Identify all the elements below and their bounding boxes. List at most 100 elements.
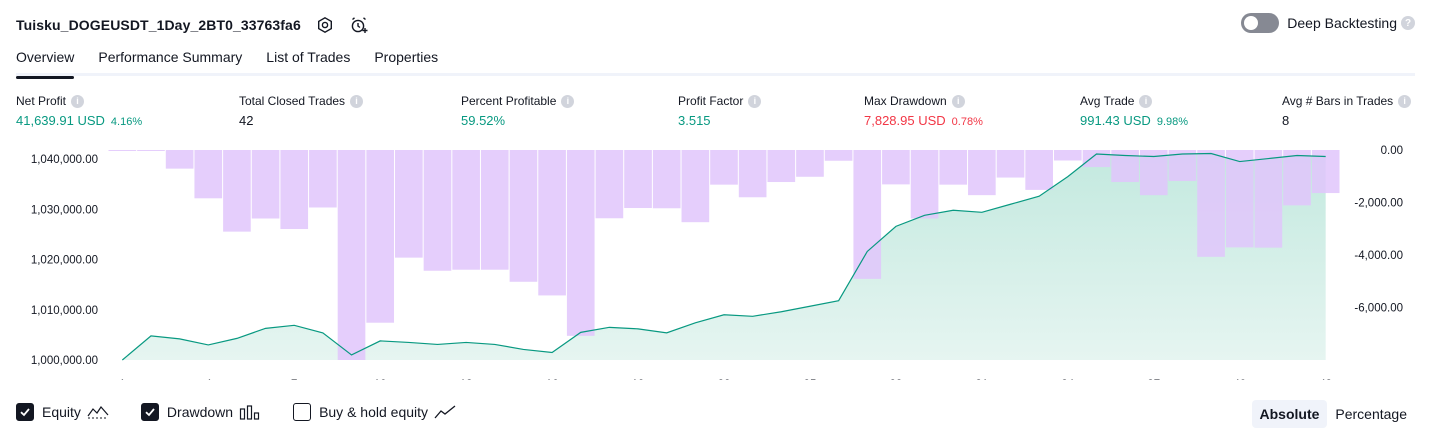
x-axis-tick-label: 43 [1319, 379, 1332, 380]
metric-label: Percent Profitable [461, 94, 557, 108]
drawdown-bar [423, 150, 452, 271]
x-axis-tick-label: 16 [546, 379, 559, 380]
buy-hold-checkbox[interactable] [293, 403, 312, 421]
metric-label: Profit Factor [678, 94, 744, 108]
x-axis-tick-label: 37 [1147, 379, 1160, 380]
metric-percent-profitable: Percent Profitable i 59.52% [461, 94, 575, 128]
metric-label: Total Closed Trades [239, 94, 346, 108]
metric-percent: 4.16% [110, 116, 143, 128]
absolute-button[interactable]: Absolute [1251, 400, 1328, 428]
equity-checkbox[interactable] [16, 403, 34, 421]
metric-percent: 9.98% [1156, 116, 1189, 128]
equity-line [121, 152, 1326, 361]
legend-buy-hold[interactable]: Buy & hold equity [293, 403, 456, 421]
report-tabs: Overview Performance Summary List of Tra… [16, 44, 1415, 79]
drawdown-bar [738, 150, 767, 198]
drawdown-bar [767, 150, 796, 183]
drawdown-bar [1197, 150, 1225, 257]
x-axis-tick-label: 10 [374, 379, 387, 380]
metric-avg-trade: Avg Trade i 991.43 USD 9.98% [1080, 94, 1188, 128]
legend-drawdown[interactable]: Drawdown [140, 403, 261, 421]
metric-value: 8 [1282, 113, 1290, 128]
info-icon[interactable]: i [748, 94, 762, 108]
drawdown-bar [1254, 150, 1283, 248]
drawdown-bar [1053, 150, 1082, 161]
metric-percent: 0.78% [951, 116, 983, 128]
checkmark-icon [20, 408, 30, 417]
left-axis-tick-label: 1,030,000.00 [31, 204, 98, 216]
drawdown-bar [1082, 150, 1111, 168]
left-axis-tick-label: 1,010,000.00 [31, 305, 98, 317]
drawdown-bar [251, 150, 280, 219]
drawdown-bar [624, 150, 652, 209]
metric-label: Avg # Bars in Trades [1282, 94, 1394, 108]
right-axis-tick-label: -2,000.00 [1354, 198, 1403, 210]
tab-performance-summary[interactable]: Performance Summary [98, 49, 243, 65]
chart-legend: Equity Drawdown Buy & hold equity [16, 403, 488, 421]
metric-label: Max Drawdown [864, 94, 947, 108]
drawdown-bar [882, 150, 910, 185]
legend-equity[interactable]: Equity [16, 403, 109, 421]
equity-area [122, 153, 1326, 360]
info-icon[interactable]: i [1139, 94, 1153, 108]
x-axis-tick-label: 28 [890, 379, 903, 380]
drawdown-bar [280, 150, 309, 230]
right-axis-tick-label: -4,000.00 [1354, 250, 1403, 262]
add-alert-clock-icon[interactable] [349, 15, 369, 35]
drawdown-bar [681, 150, 710, 223]
percentage-button[interactable]: Percentage [1335, 406, 1407, 422]
metric-profit-factor: Profit Factor i 3.515 [678, 94, 762, 128]
metric-total-closed-trades: Total Closed Trades i 42 [239, 94, 364, 128]
deep-backtesting-label: Deep Backtesting [1287, 15, 1397, 31]
help-icon[interactable]: ? [1401, 16, 1415, 30]
metric-value: 7,828.95 USD [864, 113, 946, 128]
info-icon[interactable]: i [1398, 94, 1412, 108]
left-axis-tick-label: 1,000,000.00 [31, 355, 98, 367]
x-axis-tick-label: 40 [1233, 379, 1246, 380]
metric-max-drawdown: Max Drawdown i 7,828.95 USD 0.78% [864, 94, 983, 128]
info-icon[interactable]: i [951, 94, 965, 108]
deep-backtesting-toggle[interactable] [1241, 13, 1280, 33]
drawdown-bar [595, 150, 624, 219]
x-axis-tick-label: 34 [1061, 379, 1074, 380]
x-axis-tick-label: 25 [804, 379, 817, 380]
metric-net-profit: Net Profit i 41,639.91 USD 4.16% [16, 94, 142, 128]
strategy-title: Tuisku_DOGEUSDT_1Day_2BT0_33763fa6 [16, 17, 301, 33]
drawdown-bar [223, 150, 251, 232]
metric-value: 41,639.91 USD [16, 113, 105, 128]
metric-value: 59.52% [461, 113, 506, 128]
x-axis-tick-label: 31 [975, 379, 988, 380]
legend-label: Buy & hold equity [319, 404, 429, 420]
deep-backtesting-control: Deep Backtesting ? [1241, 13, 1415, 33]
info-icon[interactable]: i [350, 94, 364, 108]
drawdown-bar [796, 150, 824, 177]
metric-value: 3.515 [678, 113, 711, 128]
drawdown-bar [194, 150, 223, 199]
metrics-row: Net Profit i 41,639.91 USD 4.16% Total Clo… [16, 94, 1415, 134]
right-axis-tick-label: -6,000.00 [1354, 303, 1403, 315]
drawdown-bar [395, 150, 423, 258]
drawdown-bar [337, 150, 366, 360]
checkmark-icon [145, 408, 155, 417]
x-axis-tick-label: 1 [119, 379, 125, 380]
tab-properties[interactable]: Properties [374, 49, 439, 65]
tab-overview[interactable]: Overview [16, 44, 75, 79]
drawdown-checkbox[interactable] [140, 403, 159, 421]
drawdown-bar [939, 150, 968, 185]
drawdown-bar [710, 150, 738, 185]
equity-drawdown-chart: 1,040,000.00 1,030,000.00 1,020,000.00 1,01… [31, 145, 1403, 380]
info-icon[interactable]: i [71, 94, 85, 108]
drawdown-bar [108, 150, 137, 151]
tab-list-of-trades[interactable]: List of Trades [266, 49, 351, 65]
metric-value: 991.43 USD [1080, 113, 1151, 128]
strategy-header: Tuisku_DOGEUSDT_1Day_2BT0_33763fa6 Deep … [16, 12, 1415, 38]
settings-gear-icon[interactable] [315, 15, 335, 35]
drawdown-bar [910, 150, 939, 219]
trend-line-icon [434, 405, 456, 419]
drawdown-bar [480, 150, 509, 270]
info-icon[interactable]: i [561, 94, 575, 108]
drawdown-bar [366, 150, 395, 323]
metric-label: Net Profit [16, 94, 67, 108]
x-axis-tick-label: 13 [460, 379, 473, 380]
drawdown-bar [968, 150, 996, 196]
